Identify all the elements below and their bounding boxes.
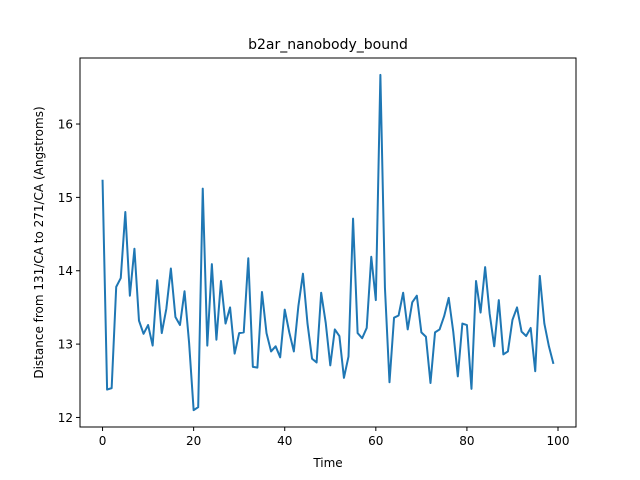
x-tick-label: 20 <box>186 434 201 448</box>
x-tick-label: 80 <box>459 434 474 448</box>
y-tick-label: 14 <box>58 264 73 278</box>
x-tick-label: 40 <box>277 434 292 448</box>
y-tick-label: 15 <box>58 191 73 205</box>
x-tick-label: 100 <box>547 434 570 448</box>
x-axis-ticks: 0 20 40 60 80 100 <box>99 427 570 448</box>
y-tick-label: 12 <box>58 411 73 425</box>
y-axis-label: Distance from 131/CA to 271/CA (Angstrom… <box>32 106 46 378</box>
x-tick-label: 0 <box>99 434 107 448</box>
chart-title: b2ar_nanobody_bound <box>248 37 408 53</box>
x-axis-label: Time <box>312 456 342 470</box>
y-tick-label: 16 <box>58 118 73 132</box>
series-line <box>101 73 555 412</box>
axes-frame <box>79 57 577 428</box>
y-tick-label: 13 <box>58 338 73 352</box>
x-tick-label: 60 <box>368 434 383 448</box>
y-axis-ticks: 12 13 14 15 16 <box>58 118 80 425</box>
plot-area <box>101 73 555 412</box>
